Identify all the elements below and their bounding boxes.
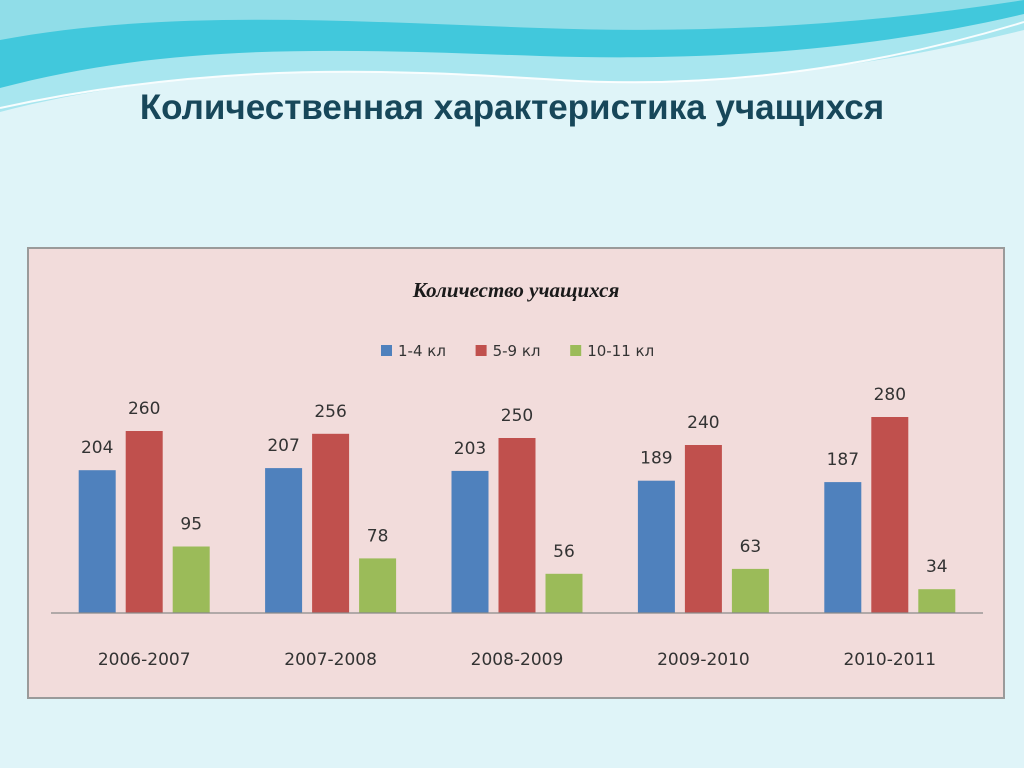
bar-0-4 [824, 482, 862, 613]
data-label-1-0: 260 [128, 399, 160, 419]
x-tick-label-2: 2008-2009 [471, 650, 564, 670]
bar-1-0 [125, 431, 163, 613]
data-label-0-4: 187 [827, 450, 859, 470]
bars-group: 204 260 95 207 256 78 203 250 56 189 240 63 187 280 34 [78, 385, 956, 613]
data-label-0-3: 189 [640, 449, 672, 469]
slide-title: Количественная характеристика учащихся [139, 88, 885, 127]
data-label-1-4: 280 [874, 385, 906, 405]
data-label-2-1: 78 [367, 526, 389, 546]
x-tick-label-4: 2010-2011 [843, 650, 936, 670]
x-tick-label-0: 2006-2007 [98, 650, 191, 670]
legend-label-2: 10-11 кл [587, 342, 654, 360]
bar-2-0 [172, 546, 210, 613]
wave-line [0, 21, 1024, 109]
bar-0-1 [265, 468, 303, 613]
data-label-0-1: 207 [267, 436, 299, 456]
bar-2-4 [918, 589, 956, 613]
data-label-1-2: 250 [501, 406, 533, 426]
legend-label-1: 5-9 кл [493, 342, 541, 360]
decorative-waves [0, 0, 1024, 112]
legend-swatch-2 [570, 345, 582, 356]
bar-1-1 [312, 433, 350, 613]
chart-legend: 1-4 кл 5-9 кл 10-11 кл [381, 342, 654, 360]
bar-1-4 [871, 417, 909, 613]
bar-0-2 [451, 470, 489, 613]
bar-2-3 [731, 568, 769, 613]
bar-2-1 [359, 558, 397, 613]
bar-0-0 [78, 470, 116, 613]
legend-label-0: 1-4 кл [398, 342, 446, 360]
bar-1-3 [684, 445, 722, 613]
bar-1-2 [498, 438, 536, 613]
data-label-0-0: 204 [81, 438, 113, 458]
legend-swatch-1 [475, 345, 487, 356]
wave-band-top [0, 0, 1024, 40]
legend-swatch-0 [381, 345, 392, 356]
bar-2-2 [545, 573, 583, 613]
x-tick-labels: 2006-2007 2007-2008 2008-2009 2009-2010 2010… [98, 650, 936, 670]
data-label-1-1: 256 [314, 402, 346, 422]
chart-title: Количество учащихся [412, 278, 620, 302]
chart-frame: Количество учащихся 1-4 кл 5-9 кл 10-11 кл… [27, 247, 1005, 699]
bar-chart: Количество учащихся 1-4 кл 5-9 кл 10-11 кл… [51, 278, 983, 670]
bar-0-3 [637, 480, 675, 613]
data-label-0-2: 203 [454, 439, 486, 459]
data-label-1-3: 240 [687, 413, 719, 433]
data-label-2-4: 34 [926, 557, 948, 577]
x-tick-label-1: 2007-2008 [284, 650, 377, 670]
data-label-2-2: 56 [553, 542, 575, 562]
data-label-2-3: 63 [740, 537, 762, 557]
x-tick-label-3: 2009-2010 [657, 650, 750, 670]
data-label-2-0: 95 [180, 515, 202, 535]
